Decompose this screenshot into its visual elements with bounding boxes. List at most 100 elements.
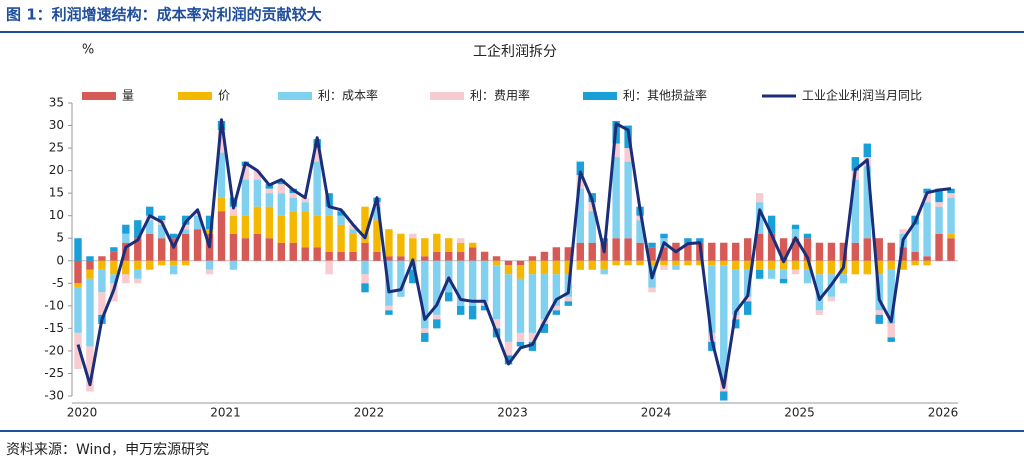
bar-segment (732, 242, 740, 261)
y-tick-label: -25 (44, 366, 64, 380)
bar-segment (456, 238, 465, 243)
bar-segment (397, 256, 405, 261)
bar-segment (875, 314, 883, 324)
bar-segment (385, 229, 393, 257)
bar-segment (397, 260, 405, 297)
bar-segment (540, 323, 549, 333)
bar-segment (146, 260, 154, 270)
bar-segment (445, 238, 453, 252)
bar-segment (217, 130, 226, 153)
bar-segment (445, 251, 453, 261)
bar-segment (205, 215, 214, 230)
bar-segment (468, 242, 477, 248)
bar-segment (504, 265, 513, 275)
bar-segment (385, 256, 393, 261)
bar-segment (935, 188, 943, 203)
bar-segment (743, 260, 752, 270)
bar-segment (755, 269, 764, 279)
bar-segment (839, 274, 848, 284)
bar-segment (624, 260, 632, 266)
legend-label: 利：费用率 (470, 88, 530, 103)
bar-segment (313, 247, 321, 261)
bar-segment (265, 206, 274, 239)
bar-segment (433, 251, 441, 261)
bar-segment (528, 256, 537, 261)
bar-segment (205, 269, 214, 275)
bar-segment (564, 301, 573, 306)
bar-segment (110, 247, 118, 252)
bar-segment (193, 215, 202, 230)
bar-segment (588, 211, 596, 243)
bar-segment (755, 260, 764, 270)
bar-segment (815, 260, 824, 275)
bar-segment (743, 269, 752, 297)
bar-segment (684, 242, 692, 261)
bar-segment (349, 233, 357, 252)
bar-segment (98, 269, 106, 293)
bar-segment (624, 238, 632, 261)
bar-segment (229, 260, 238, 270)
bar-segment (409, 233, 417, 239)
bar-segment (217, 211, 226, 261)
bar-segment (923, 193, 931, 203)
bar-segment (229, 206, 238, 216)
bar-segment (241, 215, 250, 239)
bar-segment (672, 265, 680, 270)
y-tick-label: 15 (49, 186, 64, 200)
bar-segment (887, 242, 895, 261)
bar-segment (134, 220, 142, 239)
bar-segment (492, 319, 501, 329)
y-tick-label: 25 (49, 141, 64, 155)
bar-segment (86, 269, 94, 279)
y-tick-label: -30 (44, 389, 64, 403)
y-tick-label: -20 (44, 343, 64, 357)
y-tick-label: 5 (56, 231, 64, 245)
bar-segment (720, 260, 728, 266)
bar-segment (779, 269, 788, 279)
x-tick-label: 2025 (784, 406, 815, 420)
bar-segment (301, 211, 309, 248)
bar-segment (86, 346, 94, 392)
legend-label: 利：成本率 (318, 88, 378, 103)
bar-segment (576, 260, 584, 270)
bar-segment (217, 152, 226, 198)
bar-segment (241, 238, 250, 261)
bar-segment (803, 269, 812, 284)
bar-segment (289, 197, 297, 212)
bar-segment (720, 265, 728, 378)
bar-segment (648, 287, 656, 293)
bar-segment (875, 260, 883, 275)
bar-segment (504, 260, 513, 266)
bar-segment (684, 260, 692, 266)
bar-segment (122, 274, 130, 284)
y-tick-label: 30 (49, 118, 64, 132)
bar-segment (492, 265, 501, 320)
bar-segment (74, 283, 82, 288)
bar-segment (217, 197, 226, 212)
bar-segment (181, 229, 190, 234)
y-tick-label: 10 (49, 208, 64, 222)
bar-segment (169, 260, 178, 266)
bar-segment (158, 224, 166, 239)
bar-segment (313, 161, 321, 216)
bar-segment (815, 274, 824, 311)
footer-source: 资料来源：Wind，申万宏源研究 (6, 442, 209, 458)
bar-segment (361, 274, 369, 284)
bar-segment (504, 274, 513, 342)
bar-segment (923, 188, 931, 194)
bar-segment (851, 157, 860, 171)
y-tick-label: -10 (44, 298, 64, 312)
y-tick-label: 20 (49, 163, 64, 177)
bar-segment (468, 260, 477, 306)
bar-segment (815, 242, 824, 261)
bar-segment (935, 206, 943, 234)
bar-segment (421, 260, 429, 329)
bar-segment (468, 305, 477, 320)
bar-segment (313, 215, 321, 248)
bar-segment (947, 238, 955, 261)
bar-segment (791, 269, 800, 275)
bar-segment (110, 251, 118, 261)
bar-segment (899, 260, 907, 270)
bar-segment (899, 247, 907, 261)
